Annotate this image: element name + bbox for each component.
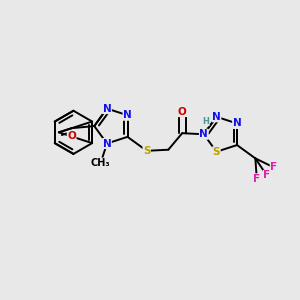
Text: N: N: [103, 139, 111, 148]
Text: F: F: [270, 162, 278, 172]
Text: N: N: [123, 110, 132, 120]
Text: CH₃: CH₃: [91, 158, 110, 168]
Text: N: N: [103, 103, 111, 114]
Text: N: N: [232, 118, 242, 128]
Text: O: O: [67, 131, 76, 142]
Text: N: N: [200, 129, 208, 139]
Text: N: N: [212, 112, 221, 122]
Text: F: F: [263, 170, 270, 180]
Text: S: S: [213, 147, 220, 157]
Text: O: O: [178, 106, 187, 117]
Text: H: H: [202, 117, 209, 126]
Text: F: F: [253, 174, 260, 184]
Text: S: S: [143, 146, 151, 156]
